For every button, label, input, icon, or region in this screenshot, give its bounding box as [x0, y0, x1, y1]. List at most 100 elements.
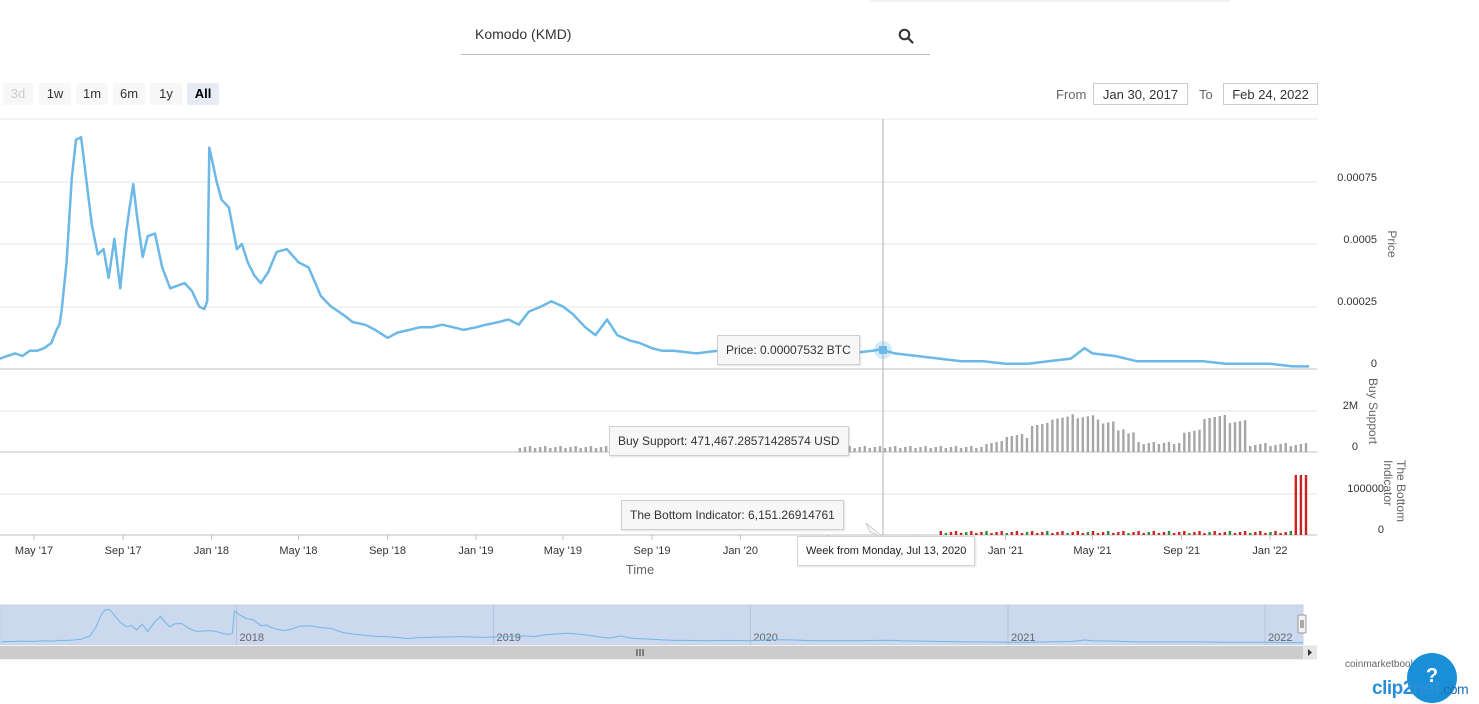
navigator-selected-range[interactable] [0, 604, 1304, 646]
buy-support-bar [1041, 424, 1044, 452]
range-1w-button[interactable]: 1w [39, 83, 71, 105]
bottom-indicator-bar [1142, 533, 1145, 535]
bottom-indicator-bar [1183, 531, 1186, 535]
buy-support-bar [1015, 435, 1019, 452]
bottom-indicator-bar [1056, 532, 1059, 535]
range-all-button[interactable]: All [187, 83, 219, 105]
chevron-right-icon [1308, 649, 1312, 656]
x-tick-label: May '19 [544, 545, 582, 557]
buy-support-bar [1198, 429, 1201, 452]
buy-support-bar [549, 448, 552, 452]
buy-support-bar [1228, 423, 1232, 452]
range-1y-button[interactable]: 1y [150, 83, 182, 105]
x-tick-label: Sep '19 [634, 545, 671, 557]
buy-tick-0: 0 [1352, 441, 1358, 453]
bottom-indicator-bar [1178, 532, 1181, 535]
navigator-series-line [1, 609, 1303, 644]
buy-support-bar [1304, 443, 1308, 452]
buy-support-bar [1051, 419, 1054, 452]
buy-support-bar [1208, 418, 1211, 452]
bottom-indicator-bar [1107, 531, 1110, 535]
bottom-indicator-bar [1152, 531, 1155, 535]
x-tick-label: Jan '19 [458, 545, 493, 557]
buy-support-bar [1223, 415, 1226, 452]
buy-support-bar [1213, 417, 1216, 452]
bottom-indicator-bar [1233, 533, 1237, 535]
navigator-scrollbar-thumb[interactable] [0, 646, 1303, 659]
buy-support-bar [1122, 429, 1125, 452]
from-date-input[interactable]: Jan 30, 2017 [1093, 83, 1188, 105]
buy-support-bar [965, 447, 968, 452]
bottom-indicator-bar [939, 531, 942, 535]
bottom-indicator-bar [944, 533, 948, 535]
buy-support-bar [919, 447, 922, 452]
buy-support-bar [1076, 418, 1079, 452]
buy-support-bar [888, 447, 892, 452]
x-tick-label: May '21 [1073, 545, 1111, 557]
buy-support-bar [868, 448, 871, 452]
buy-support-bar [1056, 418, 1059, 452]
source-credit[interactable]: coinmarketbook [1345, 659, 1416, 670]
search-input[interactable]: Komodo (KMD) [475, 26, 572, 42]
watermark-logo: clip2net.com [1372, 678, 1469, 700]
buy-support-bar [1279, 444, 1282, 452]
buy-support-tooltip: Buy Support: 471,467.28571428574 USD [609, 426, 849, 456]
buy-support-bar [1167, 442, 1171, 452]
navigator-handle-right[interactable] [1297, 614, 1307, 634]
buy-support-bar [1066, 416, 1069, 452]
buy-support-bar [1137, 442, 1140, 452]
buy-support-bar [899, 448, 902, 452]
bottom-indicator-bar [1167, 531, 1171, 535]
bottom-indicator-bar [1061, 531, 1064, 535]
buy-support-bar [929, 448, 932, 452]
price-tooltip: Price: 0.00007532 BTC [717, 335, 860, 365]
buy-support-bar [924, 446, 927, 452]
coin-search[interactable]: Komodo (KMD) [461, 18, 930, 55]
range-1m-button[interactable]: 1m [76, 83, 108, 105]
bottom-indicator-bar [1030, 531, 1034, 535]
bottom-indicator-bar [1223, 532, 1226, 535]
bottom-indicator-bar [1147, 532, 1150, 535]
to-date-input[interactable]: Feb 24, 2022 [1223, 83, 1318, 105]
buy-support-bar [1061, 417, 1064, 452]
buy-support-bar [1147, 443, 1150, 452]
buy-support-bar [1107, 422, 1110, 452]
buy-support-bar [1178, 443, 1181, 452]
buy-support-bar [1010, 436, 1013, 452]
range-6m-button[interactable]: 6m [113, 83, 145, 105]
buy-support-bar [589, 446, 593, 452]
bottom-indicator-bar [1071, 532, 1074, 535]
bottom-indicator-bar [1066, 533, 1069, 535]
search-icon[interactable] [898, 28, 914, 44]
buy-support-bar [1218, 416, 1221, 452]
buy-support-bar [1096, 419, 1100, 452]
buy-support-bar [975, 448, 978, 452]
bottom-indicator-bar [1203, 533, 1206, 535]
buy-support-bar [574, 446, 577, 452]
bottom-indicator-bar [1213, 531, 1216, 535]
buy-support-bar [544, 446, 547, 452]
bottom-indicator-bar [1299, 475, 1303, 535]
bottom-indicator-bar [1228, 531, 1232, 535]
help-button[interactable]: ? [1407, 653, 1457, 703]
x-axis-ticks: May '17 Sep '17 Jan '18 May '18 Sep '18 Jan '… [15, 535, 1288, 557]
tooltip-pointer [865, 522, 885, 539]
bottom-indicator-bar [1010, 532, 1013, 535]
buy-support-bar [1183, 432, 1186, 452]
bottom-indicator-bar [1127, 533, 1130, 535]
buy-support-bar [1030, 426, 1034, 452]
buy-support-bar [518, 448, 522, 452]
buy-support-bar [944, 448, 948, 452]
buy-support-bar [554, 447, 557, 452]
bottom-indicator-bar [1198, 531, 1201, 535]
bottom-indicator-bar [1046, 531, 1049, 535]
bottom-indicator-bar [1081, 533, 1084, 535]
buy-support-bar [533, 448, 537, 452]
navigator[interactable]: 2018 2019 2020 2021 2022 [0, 604, 1317, 660]
buy-support-bar [1036, 425, 1039, 452]
buy-support-bar [848, 446, 851, 452]
buy-support-bar [1091, 415, 1095, 452]
range-3d-button[interactable]: 3d [3, 83, 33, 105]
buy-support-bar [539, 447, 542, 452]
buy-support-bar [1289, 446, 1292, 452]
